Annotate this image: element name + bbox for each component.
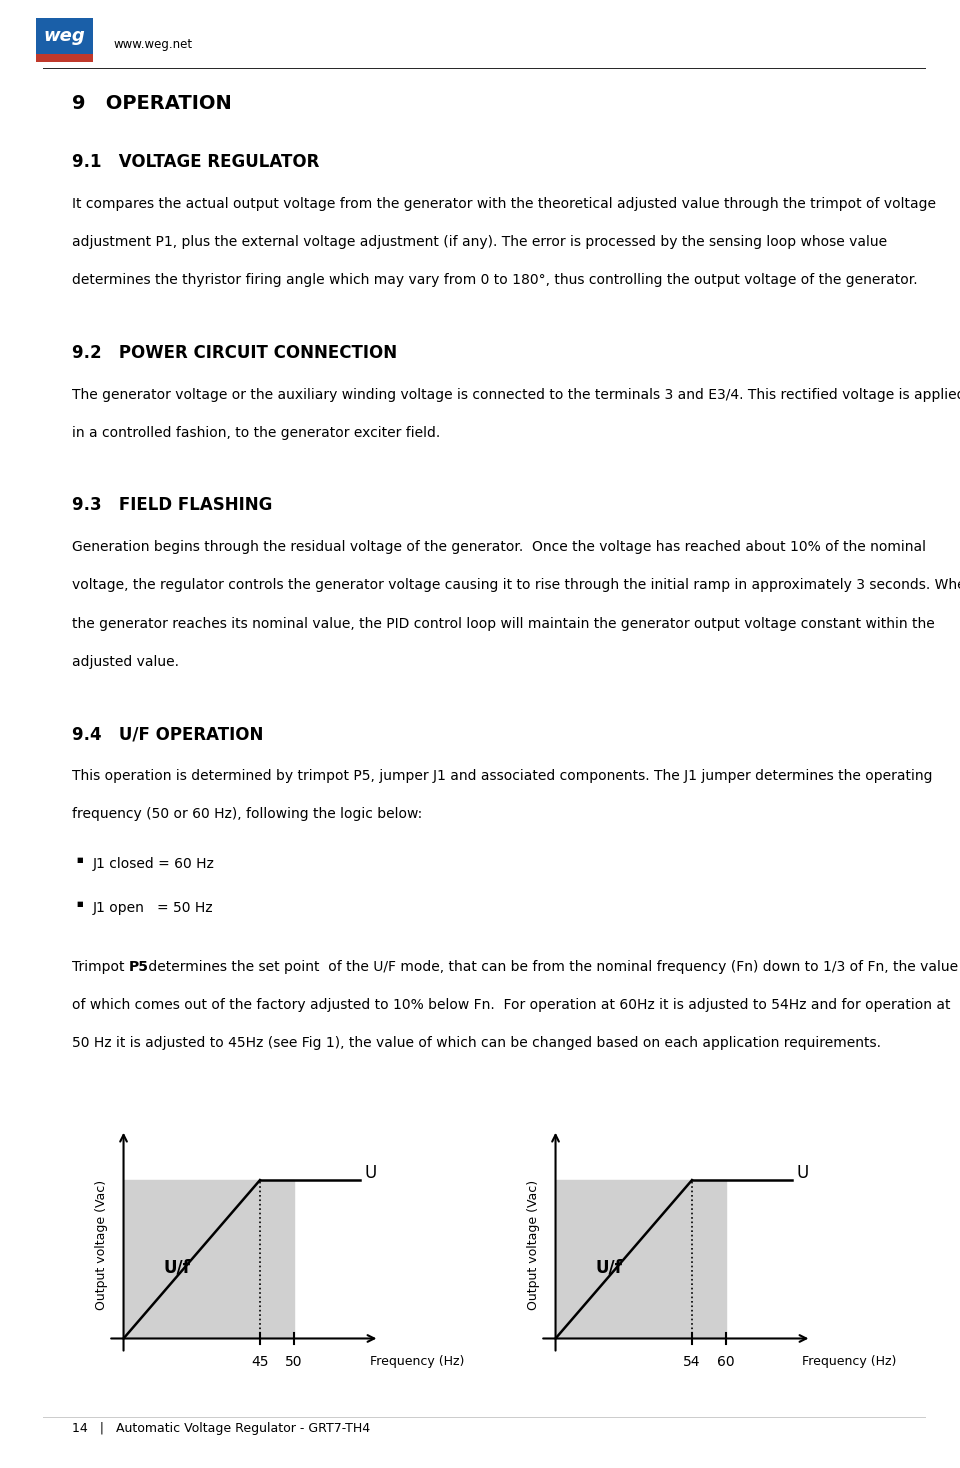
Text: Output voltage (Vac): Output voltage (Vac): [95, 1180, 108, 1311]
Text: 50 Hz it is adjusted to 45Hz (see Fig 1), the value of which can be changed base: 50 Hz it is adjusted to 45Hz (see Fig 1)…: [72, 1036, 881, 1051]
Text: ■: ■: [77, 857, 84, 863]
Text: Output voltage (Vac): Output voltage (Vac): [527, 1180, 540, 1311]
Text: adjustment P1, plus the external voltage adjustment (if any). The error is proce: adjustment P1, plus the external voltage…: [72, 235, 887, 250]
Polygon shape: [124, 1180, 294, 1339]
Text: U/f: U/f: [595, 1258, 622, 1277]
Text: ■: ■: [77, 901, 84, 907]
Text: 9.4   U/F OPERATION: 9.4 U/F OPERATION: [72, 725, 263, 743]
Text: 45: 45: [252, 1355, 269, 1370]
Text: voltage, the regulator controls the generator voltage causing it to rise through: voltage, the regulator controls the gene…: [72, 578, 960, 593]
Text: in a controlled fashion, to the generator exciter field.: in a controlled fashion, to the generato…: [72, 426, 441, 440]
Text: U: U: [796, 1164, 808, 1182]
Text: The generator voltage or the auxiliary winding voltage is connected to the termi: The generator voltage or the auxiliary w…: [72, 388, 960, 402]
Text: 54: 54: [684, 1355, 701, 1370]
Text: U: U: [364, 1164, 376, 1182]
Text: of which comes out of the factory adjusted to 10% below Fn.  For operation at 60: of which comes out of the factory adjust…: [72, 998, 950, 1013]
Text: U/f: U/f: [163, 1258, 190, 1277]
Text: 50: 50: [285, 1355, 302, 1370]
Polygon shape: [556, 1180, 726, 1339]
Text: J1 open   = 50 Hz: J1 open = 50 Hz: [93, 901, 214, 916]
Bar: [36, 54, 93, 62]
Text: Trimpot: Trimpot: [72, 960, 129, 975]
Text: www.weg.net: www.weg.net: [113, 38, 192, 51]
Text: adjusted value.: adjusted value.: [72, 655, 179, 669]
Text: determines the thyristor firing angle which may vary from 0 to 180°, thus contro: determines the thyristor firing angle wh…: [72, 273, 918, 288]
Text: Frequency (Hz): Frequency (Hz): [802, 1355, 897, 1368]
Bar: [36, 18, 93, 54]
Text: 9.2   POWER CIRCUIT CONNECTION: 9.2 POWER CIRCUIT CONNECTION: [72, 344, 397, 361]
Text: frequency (50 or 60 Hz), following the logic below:: frequency (50 or 60 Hz), following the l…: [72, 807, 422, 822]
Text: Generation begins through the residual voltage of the generator.  Once the volta: Generation begins through the residual v…: [72, 540, 926, 555]
Text: This operation is determined by trimpot P5, jumper J1 and associated components.: This operation is determined by trimpot …: [72, 769, 932, 784]
Text: 9.1   VOLTAGE REGULATOR: 9.1 VOLTAGE REGULATOR: [72, 153, 320, 170]
Text: the generator reaches its nominal value, the PID control loop will maintain the : the generator reaches its nominal value,…: [72, 617, 935, 631]
Text: It compares the actual output voltage from the generator with the theoretical ad: It compares the actual output voltage fr…: [72, 197, 936, 211]
Text: Frequency (Hz): Frequency (Hz): [370, 1355, 465, 1368]
Text: weg: weg: [44, 26, 85, 46]
Text: J1 closed = 60 Hz: J1 closed = 60 Hz: [93, 857, 215, 872]
Text: 14   |   Automatic Voltage Regulator - GRT7-TH4: 14 | Automatic Voltage Regulator - GRT7-…: [72, 1422, 371, 1436]
Text: 9.3   FIELD FLASHING: 9.3 FIELD FLASHING: [72, 496, 273, 514]
Text: determines the set point  of the U/F mode, that can be from the nominal frequenc: determines the set point of the U/F mode…: [145, 960, 959, 975]
Text: 60: 60: [717, 1355, 734, 1370]
Text: P5: P5: [129, 960, 149, 975]
Text: 9   OPERATION: 9 OPERATION: [72, 94, 231, 113]
